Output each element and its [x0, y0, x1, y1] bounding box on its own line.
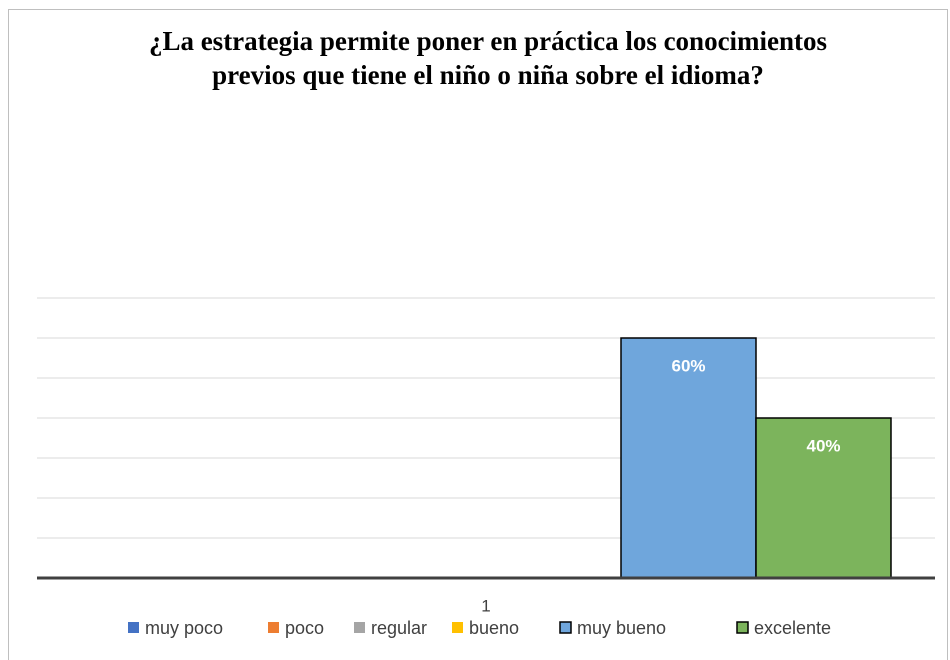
legend-label: regular	[371, 618, 427, 638]
data-label: 60%	[671, 356, 705, 375]
legend-label: excelente	[754, 618, 831, 638]
legend-label: bueno	[469, 618, 519, 638]
legend-swatch	[452, 622, 463, 633]
chart-border	[8, 9, 948, 660]
x-tick-label: 1	[481, 596, 490, 615]
bar	[620, 337, 757, 579]
legend-swatch	[559, 621, 572, 634]
legend-swatch	[268, 622, 279, 633]
bar	[755, 417, 892, 579]
legend-swatch	[354, 622, 365, 633]
legend-label: muy bueno	[577, 618, 666, 638]
chart-title: ¿La estrategia permite poner en práctica…	[148, 26, 828, 90]
legend-label: poco	[285, 618, 324, 638]
legend-swatch	[736, 621, 749, 634]
legend-swatch	[128, 622, 139, 633]
data-label: 40%	[806, 436, 840, 455]
legend-label: muy poco	[145, 618, 223, 638]
